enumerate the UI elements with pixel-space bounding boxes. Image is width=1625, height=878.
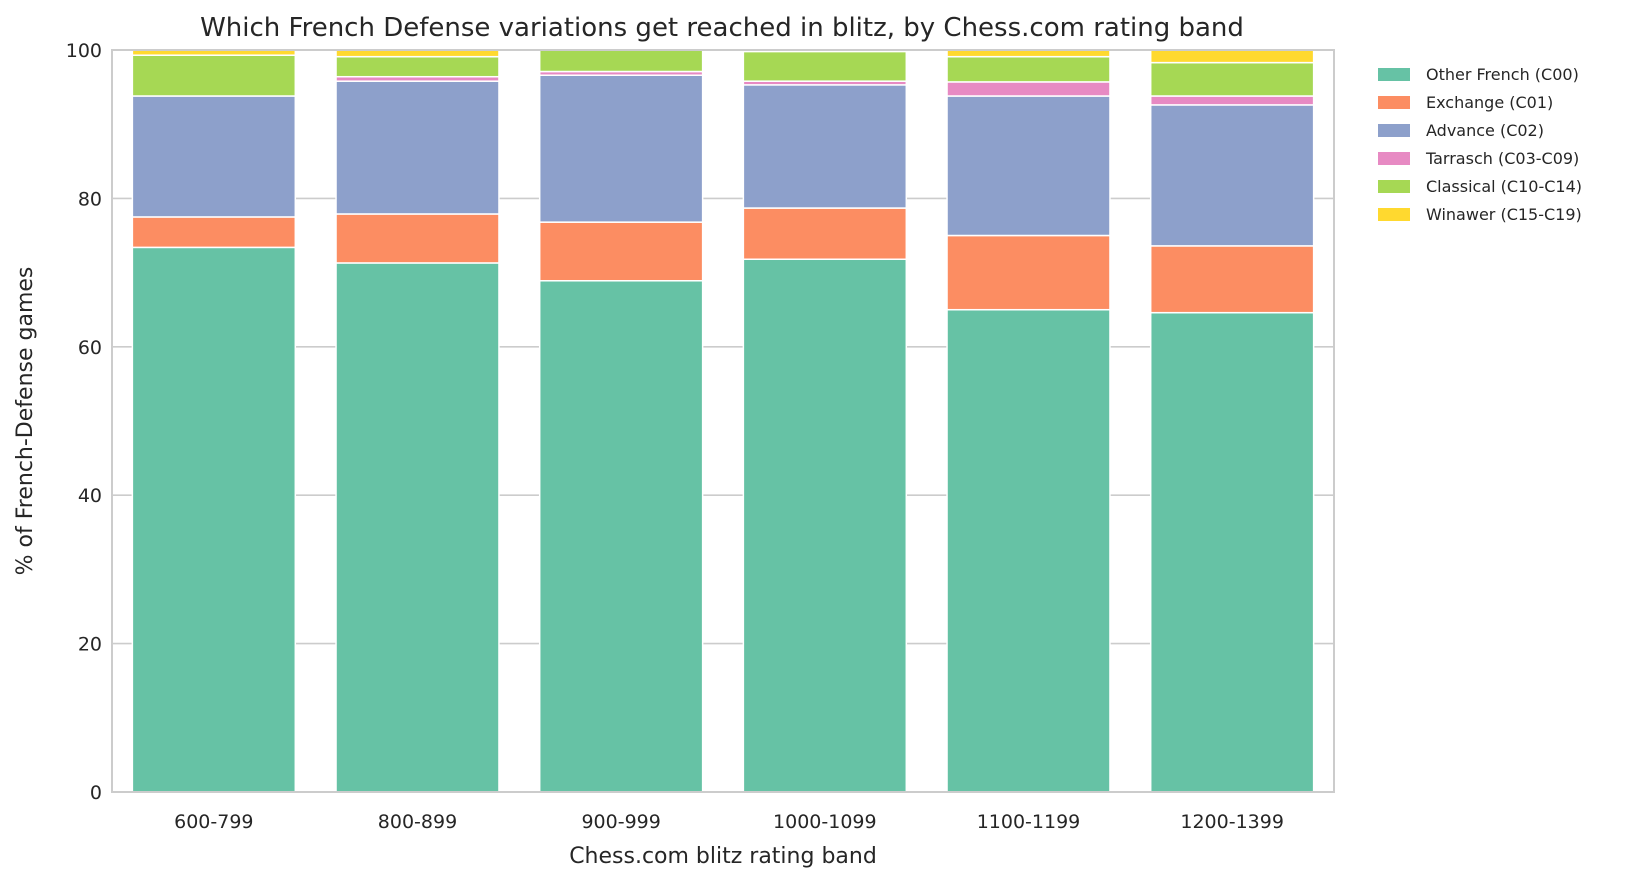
- legend-item: Classical (C10-C14): [1378, 177, 1582, 196]
- y-tick-label: 80: [78, 188, 102, 210]
- chart-title: Which French Defense variations get reac…: [200, 13, 1244, 43]
- x-axis-ticks: 600-799 800-899 900-999 1000-1099 1100-1199 1…: [174, 811, 1284, 833]
- legend-label: Advance (C02): [1426, 121, 1544, 140]
- y-tick-label: 100: [66, 40, 102, 62]
- legend-swatch: [1378, 180, 1410, 193]
- legend-label: Winawer (C15-C19): [1426, 205, 1582, 224]
- x-tick-label: 1200-1399: [1180, 811, 1284, 833]
- bar-stack-900-999: [538, 49, 704, 793]
- y-tick-label: 60: [78, 337, 102, 359]
- legend-label: Tarrasch (C03-C09): [1425, 149, 1579, 168]
- bar-segment: [131, 95, 297, 218]
- bar-segment: [538, 280, 704, 793]
- bar-segment: [946, 234, 1111, 311]
- legend-swatch: [1378, 208, 1410, 221]
- legend: Other French (C00) Exchange (C01) Advance …: [1378, 65, 1582, 224]
- x-axis-label: Chess.com blitz rating band: [569, 844, 877, 869]
- bar-stack-600-799: [131, 49, 297, 793]
- bars: [131, 49, 1315, 793]
- plot-frame: [111, 49, 1335, 793]
- bar-segment: [335, 49, 500, 58]
- bar-segment: [538, 49, 704, 73]
- bar-stack-800-899: [335, 49, 500, 793]
- legend-label: Other French (C00): [1426, 65, 1579, 84]
- bar-segment: [1149, 245, 1315, 314]
- y-tick-label: 20: [78, 634, 102, 656]
- y-axis-ticks: 0 20 40 60 80 100: [66, 40, 102, 804]
- bar-segment: [131, 216, 297, 249]
- legend-swatch: [1378, 68, 1410, 81]
- bar-segment: [538, 221, 704, 282]
- legend-item: Exchange (C01): [1378, 93, 1553, 112]
- bar-segment: [538, 74, 704, 223]
- bar-segment: [1149, 49, 1315, 64]
- bar-segment: [131, 246, 297, 793]
- y-tick-label: 0: [90, 782, 102, 804]
- bar-stack-1200-1399: [1149, 49, 1315, 793]
- x-tick-label: 600-799: [174, 811, 253, 833]
- bar-segment: [946, 55, 1111, 83]
- bar-segment: [335, 262, 500, 793]
- y-axis-label: % of French-Defense games: [13, 267, 38, 576]
- bar-segment: [742, 258, 908, 793]
- bar-segment: [335, 213, 500, 264]
- legend-item: Winawer (C15-C19): [1378, 205, 1582, 224]
- bar-segment: [742, 207, 908, 260]
- bar-segment: [1149, 95, 1315, 106]
- bar-segment: [1149, 61, 1315, 97]
- bar-stack-1100-1199: [946, 49, 1111, 793]
- bar-segment: [946, 95, 1111, 237]
- legend-swatch: [1378, 96, 1410, 109]
- bar-segment: [335, 55, 500, 78]
- bar-stack-1000-1099: [742, 49, 908, 793]
- x-tick-label: 1000-1099: [773, 811, 877, 833]
- legend-item: Advance (C02): [1378, 121, 1544, 140]
- bar-segment: [946, 49, 1111, 58]
- x-tick-label: 900-999: [581, 811, 660, 833]
- x-tick-label: 1100-1199: [977, 811, 1081, 833]
- y-tick-label: 40: [78, 485, 102, 507]
- bar-segment: [1149, 104, 1315, 247]
- legend-label: Exchange (C01): [1426, 93, 1553, 112]
- x-tick-label: 800-899: [378, 811, 457, 833]
- bar-segment: [742, 84, 908, 209]
- bar-segment: [946, 308, 1111, 793]
- legend-swatch: [1378, 152, 1410, 165]
- legend-swatch: [1378, 124, 1410, 137]
- bar-segment: [335, 80, 500, 215]
- legend-item: Tarrasch (C03-C09): [1378, 149, 1579, 168]
- legend-label: Classical (C10-C14): [1426, 177, 1582, 196]
- legend-item: Other French (C00): [1378, 65, 1579, 84]
- bar-segment: [1149, 311, 1315, 793]
- bar-segment: [131, 54, 297, 97]
- bar-segment: [946, 81, 1111, 97]
- bar-segment: [742, 50, 908, 82]
